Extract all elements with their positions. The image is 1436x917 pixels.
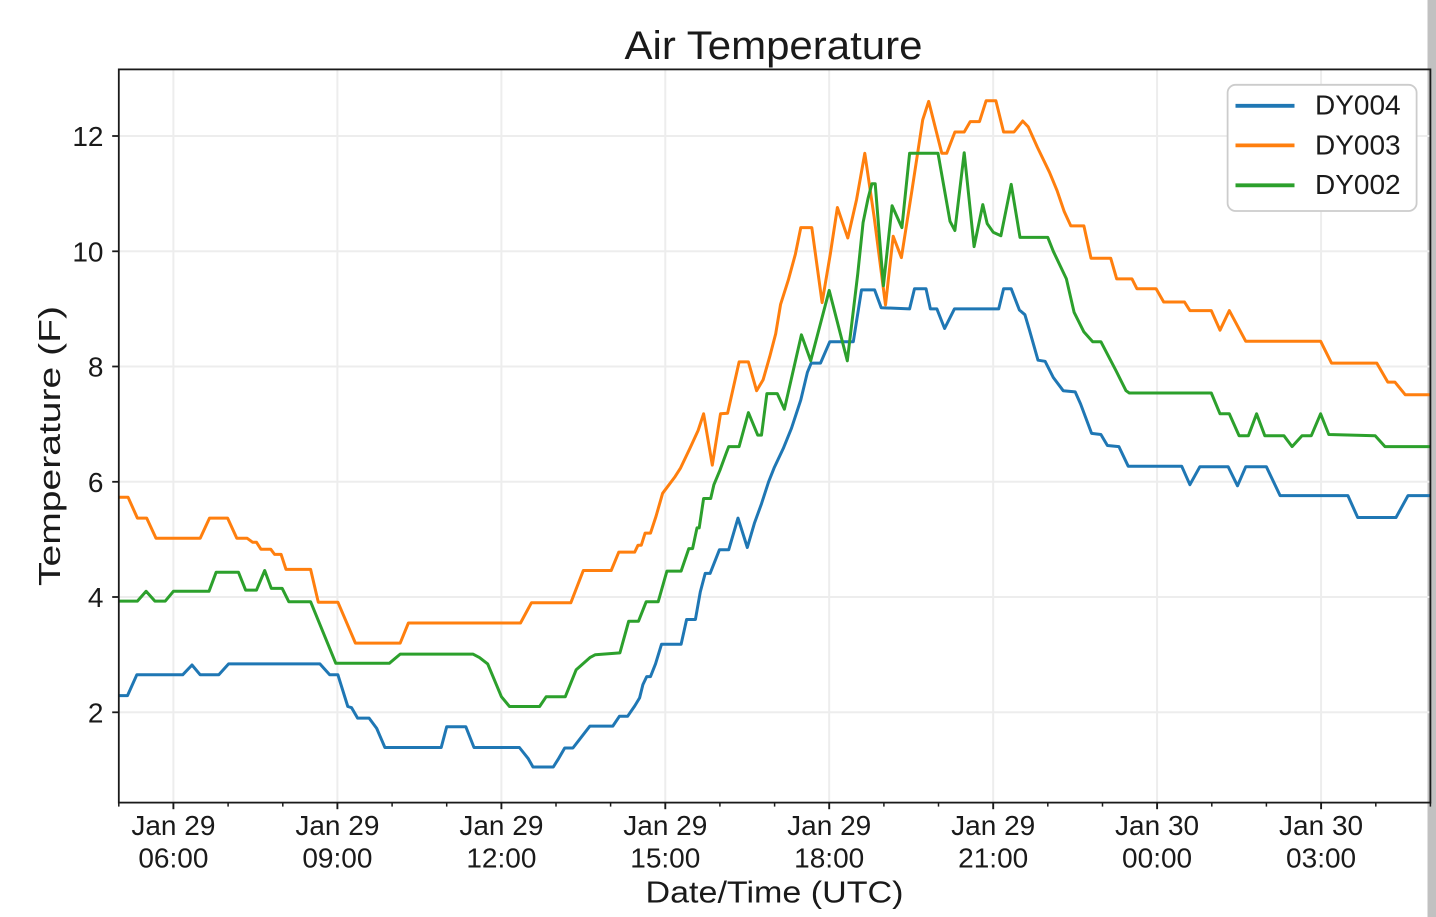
svg-text:09:00: 09:00 [302,843,372,874]
svg-text:21:00: 21:00 [958,843,1028,874]
svg-text:DY004: DY004 [1315,90,1401,121]
svg-text:4: 4 [88,582,104,613]
svg-text:06:00: 06:00 [138,843,208,874]
svg-text:00:00: 00:00 [1122,843,1192,874]
svg-text:Temperature (F): Temperature (F) [32,306,67,586]
svg-text:Jan 30: Jan 30 [1115,810,1199,841]
svg-text:Jan 29: Jan 29 [787,810,871,841]
svg-text:DY003: DY003 [1315,129,1401,160]
svg-text:Jan 29: Jan 29 [131,810,215,841]
svg-text:18:00: 18:00 [794,843,864,874]
svg-text:2: 2 [88,697,104,728]
svg-text:Jan 29: Jan 29 [459,810,543,841]
svg-text:Date/Time (UTC): Date/Time (UTC) [646,875,904,910]
svg-text:Jan 29: Jan 29 [295,810,379,841]
svg-text:10: 10 [72,236,103,267]
svg-text:Jan 29: Jan 29 [623,810,707,841]
svg-text:12: 12 [72,121,103,152]
svg-text:15:00: 15:00 [630,843,700,874]
svg-text:DY002: DY002 [1315,169,1401,200]
svg-text:Air Temperature: Air Temperature [625,24,923,68]
svg-text:03:00: 03:00 [1286,843,1356,874]
svg-text:8: 8 [88,352,104,383]
svg-text:Jan 30: Jan 30 [1279,810,1363,841]
svg-text:Jan 29: Jan 29 [951,810,1035,841]
svg-text:12:00: 12:00 [466,843,536,874]
svg-text:6: 6 [88,467,104,498]
